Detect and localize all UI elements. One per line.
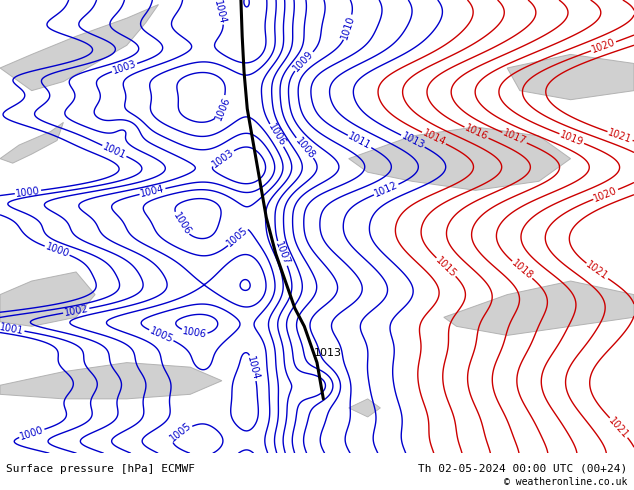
Text: 1003: 1003 [112, 59, 138, 76]
Text: 1005: 1005 [148, 325, 174, 344]
Text: 1002: 1002 [63, 304, 89, 318]
Polygon shape [0, 363, 222, 399]
Text: 1000: 1000 [15, 185, 41, 198]
Text: 1005: 1005 [167, 421, 193, 444]
Text: 1006: 1006 [266, 122, 287, 148]
Text: Th 02-05-2024 00:00 UTC (00+24): Th 02-05-2024 00:00 UTC (00+24) [418, 464, 628, 473]
Text: 1021: 1021 [607, 415, 631, 440]
Text: 1013: 1013 [314, 348, 342, 358]
Text: 1017: 1017 [501, 128, 528, 147]
Text: 1009: 1009 [292, 49, 316, 74]
Text: 1006: 1006 [181, 327, 207, 340]
Text: 1001: 1001 [101, 141, 127, 161]
Text: © weatheronline.co.uk: © weatheronline.co.uk [504, 477, 628, 487]
Text: 1012: 1012 [373, 180, 399, 199]
Text: 1016: 1016 [463, 123, 489, 143]
Text: 1015: 1015 [434, 255, 458, 279]
Polygon shape [0, 272, 95, 326]
Text: 1020: 1020 [590, 37, 617, 55]
Polygon shape [349, 399, 380, 417]
Polygon shape [0, 4, 158, 91]
Text: 1006: 1006 [171, 210, 192, 237]
Text: 1001: 1001 [0, 322, 24, 336]
Text: 1000: 1000 [18, 425, 45, 441]
Text: 1013: 1013 [400, 131, 426, 151]
Text: 1005: 1005 [225, 224, 250, 248]
Text: 1006: 1006 [213, 95, 232, 122]
Text: 1021: 1021 [584, 260, 610, 282]
Text: Surface pressure [hPa] ECMWF: Surface pressure [hPa] ECMWF [6, 464, 195, 473]
Text: 1014: 1014 [421, 128, 447, 148]
Text: 1003: 1003 [210, 147, 236, 169]
Text: 1004: 1004 [139, 184, 165, 199]
Text: 1004: 1004 [212, 0, 228, 25]
Text: 1011: 1011 [346, 131, 373, 151]
Text: 1020: 1020 [592, 185, 619, 203]
Polygon shape [0, 122, 63, 163]
Text: 1019: 1019 [559, 129, 585, 147]
Text: 1000: 1000 [44, 242, 70, 260]
Text: 1008: 1008 [293, 135, 316, 161]
Text: 1010: 1010 [339, 14, 356, 41]
Text: 1004: 1004 [245, 355, 261, 381]
Polygon shape [349, 127, 571, 190]
Text: 1007: 1007 [273, 240, 292, 267]
Polygon shape [507, 54, 634, 99]
Text: 1021: 1021 [607, 127, 633, 145]
Text: 1018: 1018 [510, 258, 534, 282]
Polygon shape [444, 281, 634, 335]
